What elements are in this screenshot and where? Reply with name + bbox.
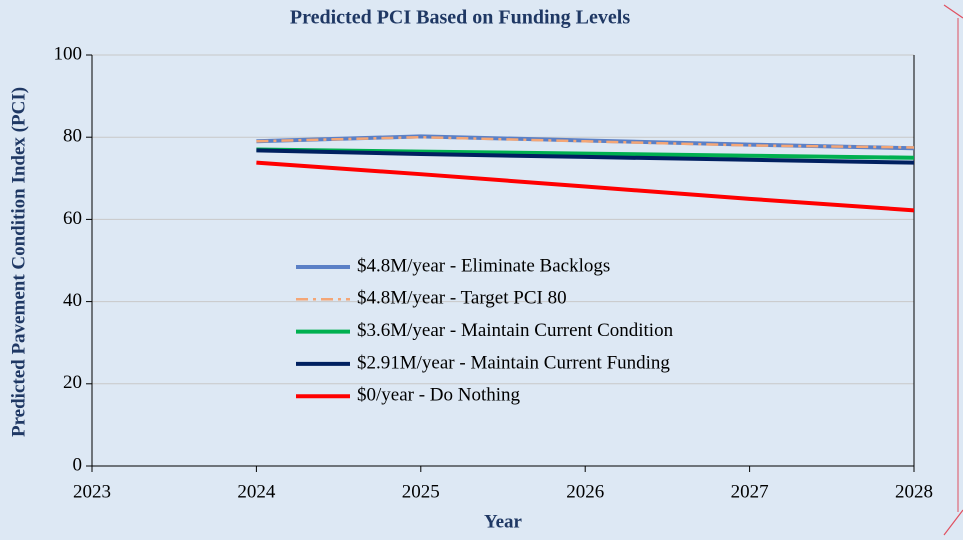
y-tick-label: 100 <box>54 43 83 64</box>
y-tick-label: 40 <box>63 290 82 311</box>
y-tick-label: 60 <box>63 208 82 229</box>
legend-label: $2.91M/year - Maintain Current Funding <box>357 352 670 373</box>
x-axis-label: Year <box>484 511 523 532</box>
legend-label: $4.8M/year - Target PCI 80 <box>357 288 567 309</box>
series-line <box>256 135 915 149</box>
y-axis-label: Predicted Pavement Condition Index (PCI) <box>8 87 29 437</box>
legend-label: $4.8M/year - Eliminate Backlogs <box>357 255 610 276</box>
x-tick-label: 2026 <box>566 481 604 502</box>
series-line <box>256 160 915 213</box>
x-tick-label: 2023 <box>73 481 111 502</box>
x-tick-label: 2027 <box>731 481 769 502</box>
x-tick-label: 2025 <box>402 481 440 502</box>
legend-label: $0/year - Do Nothing <box>357 385 521 406</box>
y-tick-label: 0 <box>73 454 83 475</box>
x-tick-label: 2028 <box>895 481 933 502</box>
legend-label: $3.6M/year - Maintain Current Condition <box>357 320 674 341</box>
chart-title: Predicted PCI Based on Funding Levels <box>290 7 630 29</box>
series-line <box>256 148 915 165</box>
decoration <box>943 4 963 536</box>
y-tick-label: 20 <box>63 372 82 393</box>
y-tick-label: 80 <box>63 126 82 147</box>
x-tick-label: 2024 <box>237 481 276 502</box>
